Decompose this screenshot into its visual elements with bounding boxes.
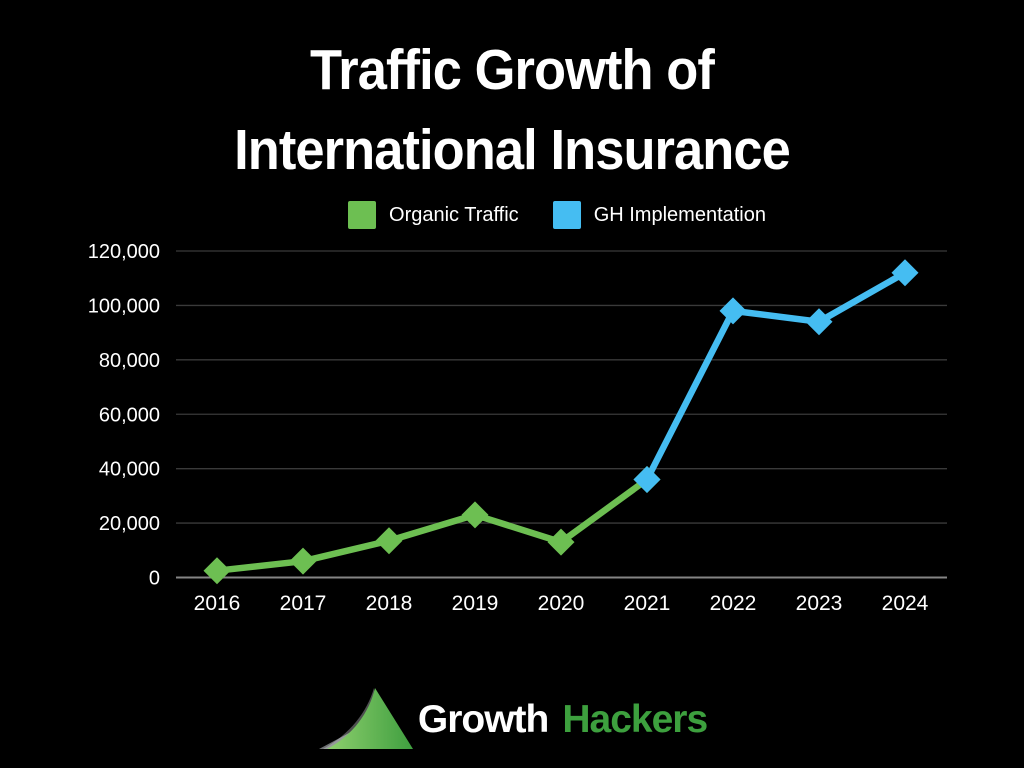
legend-item-organic-traffic: Organic Traffic: [348, 201, 519, 229]
legend-label-gh-implementation: GH Implementation: [593, 203, 766, 226]
y-tick-label: 60,000: [99, 404, 160, 426]
data-point-marker: [461, 501, 489, 529]
title-line-1: Traffic Growth of: [310, 38, 715, 102]
growth-hackers-logo-icon: [318, 688, 413, 749]
data-point-marker: [891, 259, 919, 287]
y-tick-label: 120,000: [88, 241, 160, 263]
data-point-marker: [633, 466, 661, 494]
x-tick-label: 2016: [194, 592, 241, 615]
legend-label-organic-traffic: Organic Traffic: [389, 203, 519, 226]
page-title: Traffic Growth of International Insuranc…: [41, 30, 983, 190]
legend-item-gh-implementation: GH Implementation: [552, 201, 766, 229]
y-tick-label: 20,000: [99, 513, 160, 535]
y-tick-label: 100,000: [88, 295, 160, 317]
y-tick-label: 80,000: [99, 350, 160, 372]
x-tick-label: 2019: [452, 592, 499, 615]
data-point-marker: [375, 527, 403, 555]
data-point-marker: [805, 308, 833, 336]
series-line-organic-traffic: [213, 476, 651, 574]
chart-legend: Organic Traffic GH Implementation: [348, 201, 766, 229]
gh-implementation-swatch: [552, 201, 581, 229]
x-tick-label: 2021: [624, 592, 671, 615]
x-tick-label: 2017: [280, 592, 327, 615]
data-point-marker: [719, 297, 747, 325]
x-tick-label: 2023: [796, 592, 843, 615]
series-line-gh-implementation: [643, 269, 909, 483]
y-tick-label: 0: [149, 568, 160, 590]
data-point-marker: [289, 547, 317, 575]
logo-text-hackers: Hackers: [562, 698, 708, 741]
title-line-2: International Insurance: [234, 118, 791, 182]
organic-traffic-swatch: [348, 201, 377, 229]
data-point-marker: [203, 557, 231, 585]
growth-hackers-logo: Growth Hackers: [0, 686, 1024, 750]
x-tick-label: 2024: [882, 592, 929, 615]
x-tick-label: 2020: [538, 592, 585, 615]
data-point-marker: [547, 528, 575, 556]
y-tick-label: 40,000: [99, 459, 160, 481]
x-tick-label: 2018: [366, 592, 413, 615]
logo-text-growth: Growth: [417, 698, 549, 741]
x-tick-label: 2022: [710, 592, 757, 615]
